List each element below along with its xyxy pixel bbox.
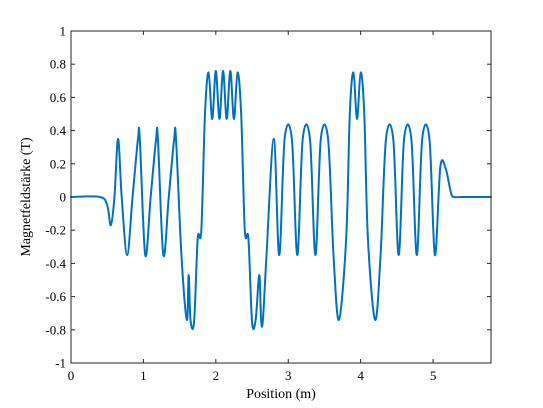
plot-area (71, 31, 491, 363)
y-tick-label: 0.8 (50, 57, 66, 72)
y-tick-label: -0.6 (45, 289, 66, 304)
x-axis-label: Position (m) (246, 387, 316, 402)
y-axis-label: Magnetfeldstärke (T) (19, 137, 34, 257)
x-tick-label: 0 (68, 368, 75, 383)
series-line (70, 69, 492, 330)
y-tick-label: 0.2 (50, 156, 66, 171)
x-tick-label: 5 (430, 368, 437, 383)
x-tick-label: 4 (357, 368, 364, 383)
y-axis-ticks: -1 -0.8 -0.6 -0.4 -0.2 0 0.2 0.4 0.6 0.8 1 (45, 24, 491, 371)
y-tick-label: 0.6 (50, 90, 67, 105)
x-tick-label: 1 (140, 368, 147, 383)
y-tick-label: 0 (60, 190, 67, 205)
y-tick-label: -1 (55, 356, 66, 371)
x-tick-label: 3 (285, 368, 292, 383)
x-tick-label: 2 (213, 368, 220, 383)
y-tick-label: 1 (60, 24, 67, 39)
y-tick-label: -0.8 (45, 322, 66, 337)
y-tick-label: -0.4 (45, 256, 66, 271)
plot-frame (70, 30, 492, 364)
y-tick-label: -0.2 (45, 223, 66, 238)
x-axis-ticks: 0 1 2 3 4 5 (68, 31, 437, 383)
y-tick-label: 0.4 (50, 123, 67, 138)
